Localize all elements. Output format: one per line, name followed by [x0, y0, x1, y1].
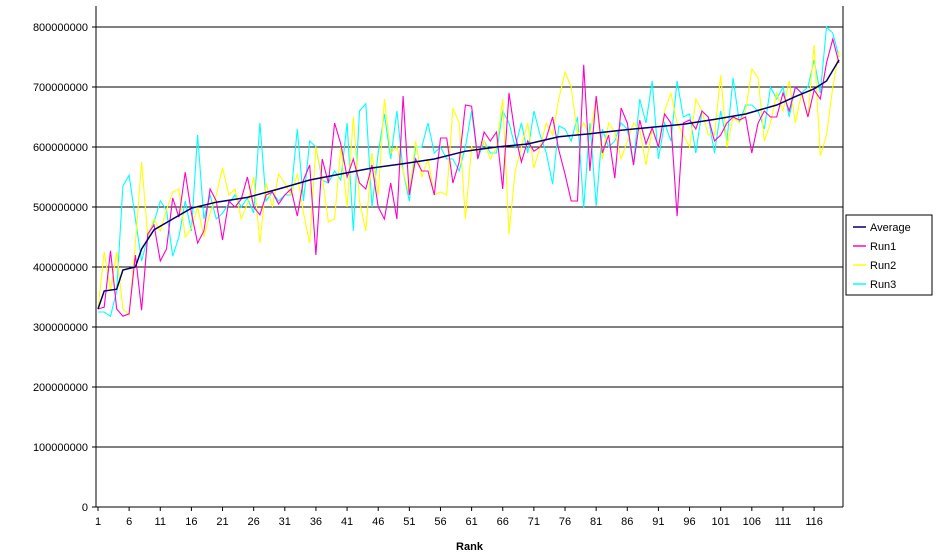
legend-label-run3: Run3: [870, 279, 896, 291]
x-tick-label: 96: [683, 516, 695, 528]
x-tick-label: 61: [465, 516, 477, 528]
y-tick-label: 100000000: [33, 442, 88, 454]
series-layer: [97, 25, 840, 318]
y-tick-label: 700000000: [33, 82, 88, 94]
y-tick-label: 0: [82, 502, 88, 514]
x-tick-label: 86: [621, 516, 633, 528]
legend-label-run2: Run2: [870, 260, 896, 272]
y-tick-label: 200000000: [33, 382, 88, 394]
x-tick-label: 41: [341, 516, 353, 528]
x-tick-label: 36: [310, 516, 322, 528]
legend-box: [845, 214, 933, 296]
series-line-average: [97, 59, 840, 310]
x-tick-label: 11: [155, 516, 166, 528]
x-tick-label: 16: [185, 516, 197, 528]
x-tick-label: 106: [743, 516, 761, 528]
x-tick-label: 26: [248, 516, 260, 528]
y-axis-ticks: 0 100000000 200000000 300000000 400000000 500…: [33, 22, 96, 514]
x-tick-label: 1: [95, 516, 101, 528]
x-tick-label: 116: [805, 516, 823, 528]
x-tick-label: 101: [712, 516, 730, 528]
x-tick-label: 51: [403, 516, 415, 528]
x-tick-label: 111: [775, 516, 792, 528]
x-tick-label: 71: [528, 516, 540, 528]
legend-label-average: Average: [870, 222, 911, 234]
x-axis-label: Rank: [456, 541, 484, 553]
y-tick-label: 300000000: [33, 322, 88, 334]
x-tick-label: 76: [559, 516, 571, 528]
legend-label-run1: Run1: [870, 241, 896, 253]
series-line-run2: [97, 44, 840, 317]
x-tick-label: 66: [497, 516, 509, 528]
x-tick-label: 81: [590, 516, 602, 528]
legend: Average Run1 Run2 Run3: [845, 214, 933, 296]
x-tick-label: 31: [279, 516, 291, 528]
y-tick-label: 500000000: [33, 202, 88, 214]
x-axis-ticks: 1 6 11 16 21 26 31 36 41 46 51 56 61 66 71 76 81 86 91 96 10…: [95, 507, 823, 528]
x-tick-label: 56: [434, 516, 446, 528]
series-line-run3: [98, 25, 840, 318]
x-tick-label: 91: [652, 516, 664, 528]
x-tick-label: 6: [126, 516, 132, 528]
y-tick-label: 800000000: [33, 22, 88, 34]
y-tick-label: 400000000: [33, 262, 88, 274]
x-tick-label: 46: [372, 516, 384, 528]
series-line-run1: [97, 36, 840, 317]
gridlines: [96, 26, 843, 448]
y-tick-label: 600000000: [33, 142, 88, 154]
x-tick-label: 21: [216, 516, 228, 528]
